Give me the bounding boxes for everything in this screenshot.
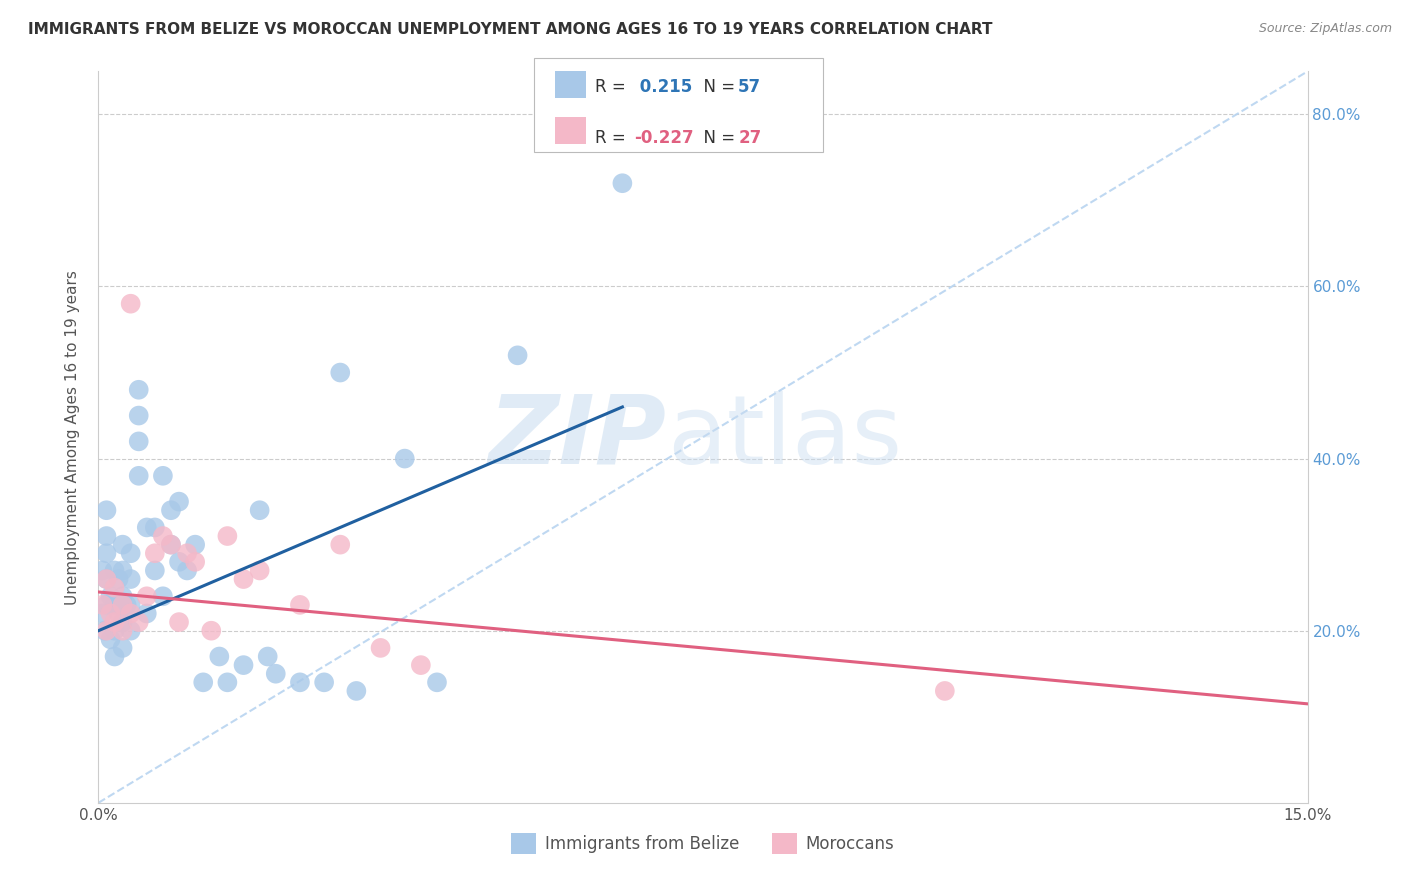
- Point: [506, 348, 529, 362]
- Point: [288, 675, 311, 690]
- Point: [120, 572, 142, 586]
- Point: [135, 589, 157, 603]
- Point: [111, 589, 134, 603]
- Point: [152, 529, 174, 543]
- Point: [143, 564, 166, 578]
- Point: [128, 434, 150, 449]
- Text: ZIP: ZIP: [489, 391, 666, 483]
- Point: [111, 598, 134, 612]
- Text: 27: 27: [738, 129, 762, 147]
- Text: Source: ZipAtlas.com: Source: ZipAtlas.com: [1258, 22, 1392, 36]
- Point: [232, 572, 254, 586]
- Point: [94, 624, 117, 638]
- Point: [96, 572, 118, 586]
- Point: [135, 607, 157, 621]
- Point: [111, 624, 134, 638]
- Point: [96, 503, 118, 517]
- Point: [217, 529, 239, 543]
- Point: [143, 546, 166, 560]
- Point: [184, 555, 207, 569]
- Point: [329, 538, 352, 552]
- Point: [100, 632, 122, 647]
- Text: atlas: atlas: [666, 391, 901, 483]
- Point: [120, 607, 142, 621]
- Point: [264, 666, 287, 681]
- Point: [111, 640, 134, 655]
- Point: [208, 649, 231, 664]
- Point: [111, 538, 134, 552]
- Point: [96, 624, 118, 638]
- Point: [120, 598, 142, 612]
- Point: [128, 468, 150, 483]
- Point: [167, 615, 190, 629]
- Point: [111, 564, 134, 578]
- Point: [120, 296, 142, 310]
- Text: 0.215: 0.215: [634, 78, 692, 96]
- Point: [167, 555, 190, 569]
- Point: [217, 675, 239, 690]
- Point: [176, 564, 198, 578]
- Point: [91, 564, 114, 578]
- Point: [91, 598, 114, 612]
- Point: [249, 564, 271, 578]
- Point: [934, 684, 956, 698]
- Point: [329, 366, 352, 380]
- Point: [107, 607, 129, 621]
- Point: [256, 649, 278, 664]
- Point: [249, 503, 271, 517]
- Point: [160, 538, 183, 552]
- Point: [370, 640, 392, 655]
- Point: [143, 520, 166, 534]
- Point: [120, 546, 142, 560]
- Point: [176, 546, 198, 560]
- Point: [96, 529, 118, 543]
- Point: [612, 176, 634, 190]
- Point: [152, 468, 174, 483]
- Point: [184, 538, 207, 552]
- Point: [100, 589, 122, 603]
- Point: [115, 598, 138, 612]
- Point: [152, 589, 174, 603]
- Point: [103, 624, 125, 638]
- Point: [128, 615, 150, 629]
- Point: [91, 607, 114, 621]
- Point: [103, 649, 125, 664]
- Point: [111, 615, 134, 629]
- Point: [160, 503, 183, 517]
- Point: [103, 598, 125, 612]
- Point: [135, 520, 157, 534]
- Point: [344, 684, 367, 698]
- Text: N =: N =: [693, 129, 741, 147]
- Point: [232, 658, 254, 673]
- Point: [193, 675, 215, 690]
- Text: -0.227: -0.227: [634, 129, 693, 147]
- Point: [288, 598, 311, 612]
- Point: [96, 546, 118, 560]
- Point: [100, 607, 122, 621]
- Point: [200, 624, 222, 638]
- Point: [314, 675, 336, 690]
- Point: [394, 451, 416, 466]
- Text: R =: R =: [595, 129, 631, 147]
- Point: [128, 383, 150, 397]
- Point: [107, 572, 129, 586]
- Point: [120, 624, 142, 638]
- Point: [103, 615, 125, 629]
- Point: [103, 564, 125, 578]
- Point: [426, 675, 449, 690]
- Point: [128, 409, 150, 423]
- Point: [103, 581, 125, 595]
- Point: [409, 658, 432, 673]
- Text: N =: N =: [693, 78, 741, 96]
- Point: [96, 598, 118, 612]
- Point: [160, 538, 183, 552]
- Text: 57: 57: [738, 78, 761, 96]
- Y-axis label: Unemployment Among Ages 16 to 19 years: Unemployment Among Ages 16 to 19 years: [65, 269, 80, 605]
- Text: R =: R =: [595, 78, 631, 96]
- Point: [167, 494, 190, 508]
- Point: [96, 572, 118, 586]
- Legend: Immigrants from Belize, Moroccans: Immigrants from Belize, Moroccans: [505, 827, 901, 860]
- Text: IMMIGRANTS FROM BELIZE VS MOROCCAN UNEMPLOYMENT AMONG AGES 16 TO 19 YEARS CORREL: IMMIGRANTS FROM BELIZE VS MOROCCAN UNEMP…: [28, 22, 993, 37]
